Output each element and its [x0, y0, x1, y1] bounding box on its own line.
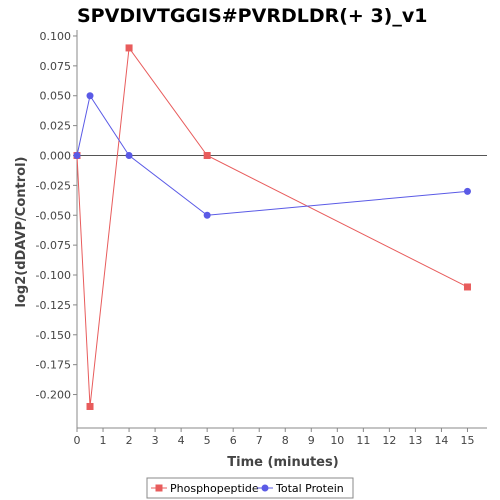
- x-tick-label: 1: [100, 434, 107, 447]
- x-tick-label: 2: [126, 434, 133, 447]
- y-tick-label: 0.000: [40, 149, 72, 162]
- total-protein-point: [463, 187, 471, 195]
- phosphopeptide-point: [463, 283, 471, 291]
- x-tick-label: 10: [330, 434, 344, 447]
- x-tick-label: 15: [460, 434, 474, 447]
- x-tick-label: 9: [308, 434, 315, 447]
- total-protein-point: [86, 92, 94, 100]
- y-tick-label: -0.050: [36, 209, 71, 222]
- x-tick-label: 8: [282, 434, 289, 447]
- x-tick-label: 4: [178, 434, 185, 447]
- plot-background: [77, 30, 487, 428]
- x-axis-label: Time (minutes): [227, 455, 338, 470]
- legend-label-total-protein: Total Protein: [275, 482, 344, 495]
- x-tick-label: 3: [152, 434, 159, 447]
- y-tick-label: 0.050: [40, 90, 72, 103]
- legend-box: [146, 477, 354, 499]
- y-tick-label: -0.075: [36, 239, 71, 252]
- y-tick-label: -0.100: [36, 269, 71, 282]
- x-tick-label: 0: [74, 434, 81, 447]
- legend-label-phosphopeptide: Phosphopeptide: [170, 482, 259, 495]
- legend-swatch-phosphopeptide: [155, 484, 163, 492]
- total-protein-point: [73, 151, 81, 159]
- y-tick-label: -0.125: [36, 299, 71, 312]
- y-tick-label: -0.150: [36, 329, 71, 342]
- legend: Phosphopeptide Total Protein: [146, 477, 354, 499]
- y-tick-label: 0.075: [40, 60, 72, 73]
- x-tick-label: 13: [408, 434, 422, 447]
- phosphopeptide-point: [203, 151, 211, 159]
- y-axis-label: log2(dDAVP/Control): [14, 157, 29, 308]
- y-tick-label: -0.025: [36, 179, 71, 192]
- total-protein-point: [125, 151, 133, 159]
- x-tick-label: 7: [256, 434, 263, 447]
- total-protein-point: [203, 211, 211, 219]
- y-tick-label: 0.100: [40, 30, 72, 43]
- chart-title: SPVDIVTGGIS#PVRDLDR(+ 3)_v1: [77, 5, 427, 27]
- plot-area: 0.100 0.075 0.050 0.025 0.000 -0.025 -0.050 -0.…: [36, 30, 487, 447]
- y-tick-label: -0.175: [36, 359, 71, 372]
- x-tick-label: 6: [230, 434, 237, 447]
- x-tick-label: 12: [382, 434, 396, 447]
- x-tick-label: 5: [204, 434, 211, 447]
- phosphopeptide-point: [86, 402, 94, 410]
- x-tick-label: 14: [434, 434, 448, 447]
- phosphopeptide-point: [125, 44, 133, 52]
- x-tick-label: 11: [356, 434, 370, 447]
- y-tick-label: 0.025: [40, 120, 72, 133]
- y-tick-label: -0.200: [36, 389, 71, 402]
- legend-swatch-total-protein: [261, 484, 269, 492]
